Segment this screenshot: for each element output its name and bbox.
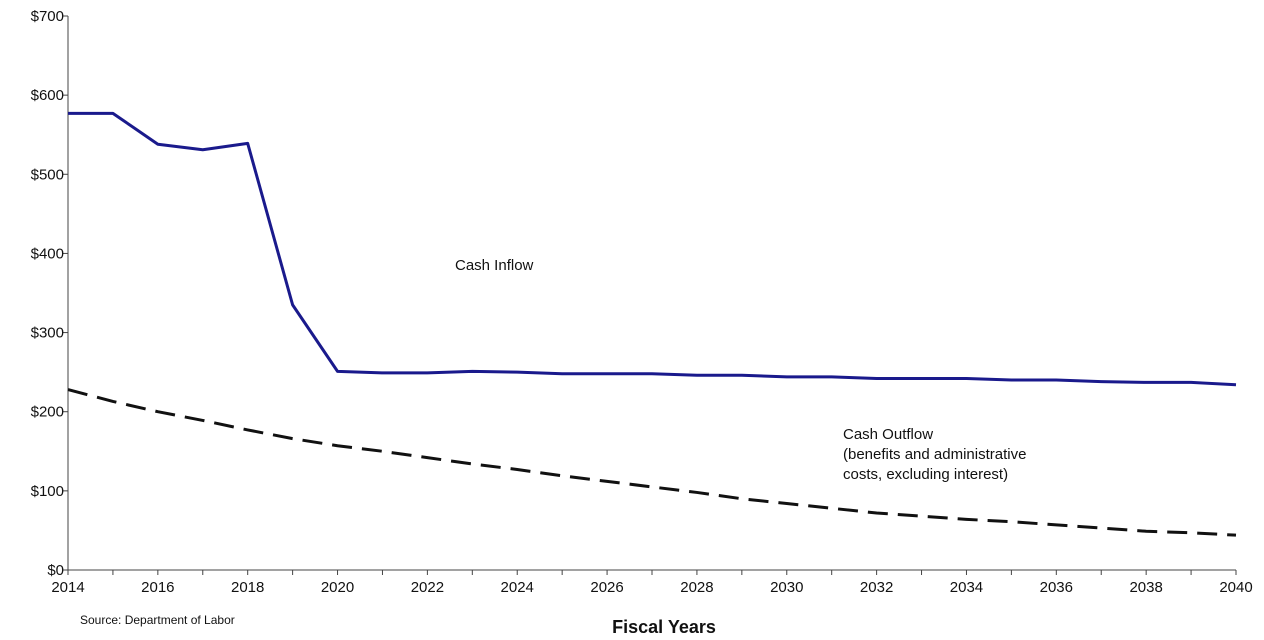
cash-outflow-line xyxy=(67,388,1237,537)
cash-outflow-note-line2: costs, excluding interest) xyxy=(843,466,1008,483)
y-tick-label: $600 xyxy=(31,87,64,104)
cash-outflow-label: Cash Outflow xyxy=(843,426,933,443)
x-tick-label: 2030 xyxy=(770,579,803,596)
x-tick-label: 2016 xyxy=(141,579,174,596)
y-tick-label: $400 xyxy=(31,245,64,262)
series-lines xyxy=(67,111,1237,537)
x-tick-label: 2024 xyxy=(501,579,534,596)
y-tick-label: $200 xyxy=(31,404,64,421)
y-tick-label: $500 xyxy=(31,166,64,183)
x-tick-label: 2032 xyxy=(860,579,893,596)
cash-outflow-note-line1: (benefits and administrative xyxy=(843,446,1026,463)
x-tick-label: 2038 xyxy=(1129,579,1162,596)
x-tick-label: 2040 xyxy=(1219,579,1252,596)
axes xyxy=(67,16,1236,571)
cash-inflow-line xyxy=(68,111,1237,387)
x-tick-label: 2034 xyxy=(950,579,983,596)
x-tick-label: 2018 xyxy=(231,579,264,596)
x-tick-label: 2014 xyxy=(51,579,84,596)
y-tick-label: $0 xyxy=(47,562,64,579)
x-axis-ticks: 2014 2016 2018 2020 2022 2024 2026 2028 2030 2032… xyxy=(51,570,1253,596)
x-tick-label: 2028 xyxy=(680,579,713,596)
source-note: Source: Department of Labor xyxy=(80,613,235,627)
y-tick-label: $300 xyxy=(31,325,64,342)
y-axis-ticks: $0 $100 $200 $300 $400 $500 $600 $700 xyxy=(31,8,68,579)
x-tick-label: 2022 xyxy=(411,579,444,596)
x-tick-label: 2036 xyxy=(1040,579,1073,596)
cash-inflow-label: Cash Inflow xyxy=(455,257,534,274)
y-tick-label: $100 xyxy=(31,483,64,500)
x-axis-title: Fiscal Years xyxy=(612,617,716,637)
y-tick-label: $700 xyxy=(31,8,64,25)
x-tick-label: 2026 xyxy=(590,579,623,596)
x-tick-label: 2020 xyxy=(321,579,354,596)
